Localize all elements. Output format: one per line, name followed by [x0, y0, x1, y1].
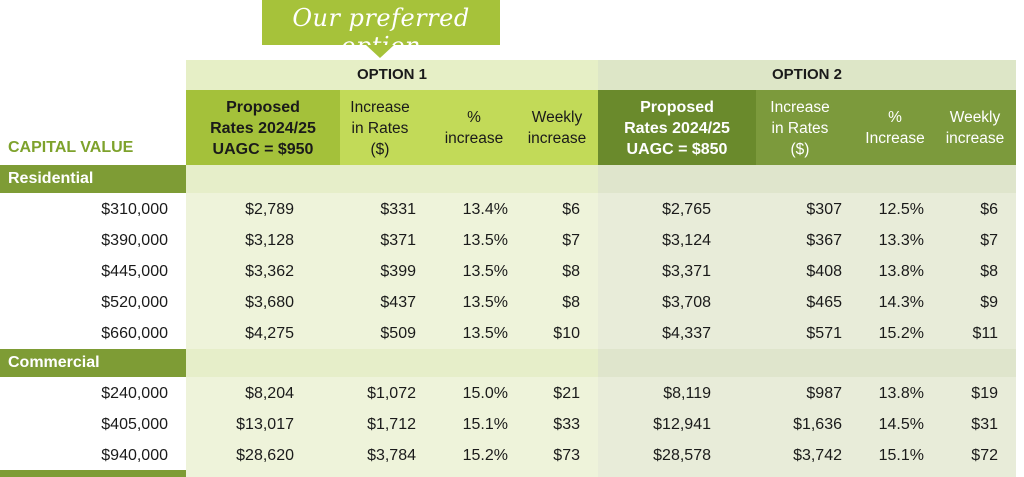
option2-proposed-rates-cell: $8,119 — [663, 385, 711, 402]
option1-title: OPTION 1 — [356, 66, 427, 83]
option2-percent-increase-cell: 15.1% — [878, 447, 924, 464]
option1-proposed-rates-cell: $8,204 — [245, 385, 294, 402]
section-residential-option2-band — [598, 165, 1016, 193]
option1-weekly-increase-cell: $21 — [553, 385, 580, 402]
option1-weekly-increase-cell: $10 — [553, 325, 580, 342]
option1-proposed-rates-cell: $13,017 — [236, 416, 294, 433]
next-section-bar — [0, 470, 186, 477]
option2-proposed-rates-cell: $3,124 — [662, 232, 711, 249]
section-residential: Residential — [0, 165, 186, 193]
option1-header-proposed: Proposed Rates 2024/25 UAGC = $950 — [210, 98, 316, 158]
option1-proposed-rates-cell: $4,275 — [245, 325, 294, 342]
option1-percent-increase-cell: 15.0% — [462, 385, 508, 402]
capital-value-cell: $520,000 — [101, 294, 168, 311]
option1-weekly-increase-cell: $8 — [562, 263, 580, 280]
option1-header-percent: % increase — [444, 109, 504, 147]
option1-percent-increase-cell: 15.2% — [462, 447, 508, 464]
option2-increase-cell: $367 — [806, 232, 842, 249]
capital-value-cell: $940,000 — [101, 447, 168, 464]
option1-increase-cell: $399 — [380, 263, 416, 280]
option1-proposed-rates-cell: $3,680 — [245, 294, 294, 311]
option1-proposed-rates-cell: $28,620 — [236, 447, 294, 464]
option2-proposed-rates-cell: $12,941 — [653, 416, 711, 433]
option2-proposed-rates-cell: $3,371 — [662, 263, 711, 280]
option1-percent-increase-cell: 13.5% — [462, 232, 508, 249]
option2-weekly-increase-cell: $8 — [980, 263, 998, 280]
option2-weekly-increase-cell: $31 — [971, 416, 998, 433]
option1-increase-cell: $331 — [380, 201, 416, 218]
option1-title-band — [186, 60, 598, 90]
option2-proposed-rates-cell: $28,578 — [653, 447, 711, 464]
option1-weekly-increase-cell: $8 — [562, 294, 580, 311]
option1-proposed-header-cell — [186, 90, 340, 165]
section-commercial: Commercial — [0, 349, 186, 377]
option1-increase-cell: $437 — [380, 294, 416, 311]
option2-percent-increase-cell: 14.3% — [878, 294, 924, 311]
option1-increase-cell: $371 — [380, 232, 416, 249]
option2-weekly-increase-cell: $9 — [980, 294, 998, 311]
option1-percent-increase-cell: 15.1% — [462, 416, 508, 433]
option2-weekly-increase-cell: $7 — [980, 232, 998, 249]
capital-value-column-label: CAPITAL VALUE — [8, 139, 134, 156]
option1-percent-increase-cell: 13.5% — [462, 325, 508, 342]
section-residential-option1-band — [186, 165, 598, 193]
option2-increase-cell: $3,742 — [793, 447, 842, 464]
preferred-option-callout — [262, 0, 500, 45]
option1-weekly-increase-cell: $6 — [562, 201, 580, 218]
capital-value-cell: $445,000 — [101, 263, 168, 280]
option2-proposed-rates-cell: $3,708 — [662, 294, 711, 311]
option2-weekly-increase-cell: $19 — [971, 385, 998, 402]
option2-percent-increase-cell: 14.5% — [878, 416, 924, 433]
option2-header-proposed: Proposed Rates 2024/25 UAGC = $850 — [624, 98, 730, 158]
option2-percent-increase-cell: 13.8% — [878, 385, 924, 402]
option2-increase-cell: $571 — [806, 325, 842, 342]
option2-header-increase: Increase in Rates ($) — [770, 98, 830, 158]
option2-header-weekly: Weekly increase — [945, 109, 1005, 147]
capital-value-cell: $310,000 — [101, 201, 168, 218]
option2-proposed-rates-cell: $4,337 — [662, 325, 711, 342]
option2-proposed-header-cell — [598, 90, 756, 165]
option1-weekly-increase-cell: $33 — [553, 416, 580, 433]
capital-value-cell: $390,000 — [101, 232, 168, 249]
capital-value-cell: $405,000 — [101, 416, 168, 433]
option2-weekly-increase-cell: $11 — [972, 325, 998, 342]
option1-increase-cell: $1,712 — [367, 416, 416, 433]
option2-increase-cell: $408 — [806, 263, 842, 280]
option1-header-increase: Increase in Rates ($) — [350, 98, 410, 158]
option2-proposed-rates-cell: $2,765 — [662, 201, 711, 218]
option1-weekly-increase-cell: $73 — [553, 447, 580, 464]
capital-value-cell: $660,000 — [101, 325, 168, 342]
preferred-option-label: Our preferred option — [292, 4, 470, 60]
capital-value-cell: $240,000 — [101, 385, 168, 402]
option2-title: OPTION 2 — [771, 66, 842, 83]
option1-proposed-rates-cell: $3,128 — [245, 232, 294, 249]
option2-increase-cell: $987 — [806, 385, 842, 402]
option2-increase-cell: $307 — [806, 201, 842, 218]
option1-percent-increase-cell: 13.5% — [462, 294, 508, 311]
callout-pointer — [366, 45, 394, 58]
option1-proposed-rates-cell: $2,789 — [245, 201, 294, 218]
option1-weekly-increase-cell: $7 — [562, 232, 580, 249]
section-commercial-option1-band — [186, 349, 598, 377]
option1-increase-cell: $3,784 — [367, 447, 416, 464]
option2-percent-increase-cell: 12.5% — [878, 201, 924, 218]
option2-percent-increase-cell: 15.2% — [878, 325, 924, 342]
section-commercial-option2-band — [598, 349, 1016, 377]
option2-increase-cell: $1,636 — [793, 416, 842, 433]
option1-increase-cell: $509 — [380, 325, 416, 342]
option2-percent-increase-cell: 13.3% — [878, 232, 924, 249]
option2-weekly-increase-cell: $72 — [971, 447, 998, 464]
option2-title-band — [598, 60, 1016, 90]
option2-header-percent: % Increase — [865, 109, 925, 147]
option1-percent-increase-cell: 13.5% — [462, 263, 508, 280]
option1-proposed-rates-cell: $3,362 — [245, 263, 294, 280]
option1-header-weekly: Weekly increase — [527, 109, 587, 147]
option1-percent-increase-cell: 13.4% — [462, 201, 508, 218]
option2-weekly-increase-cell: $6 — [980, 201, 998, 218]
option1-increase-cell: $1,072 — [367, 385, 416, 402]
option2-percent-increase-cell: 13.8% — [878, 263, 924, 280]
option2-increase-cell: $465 — [806, 294, 842, 311]
